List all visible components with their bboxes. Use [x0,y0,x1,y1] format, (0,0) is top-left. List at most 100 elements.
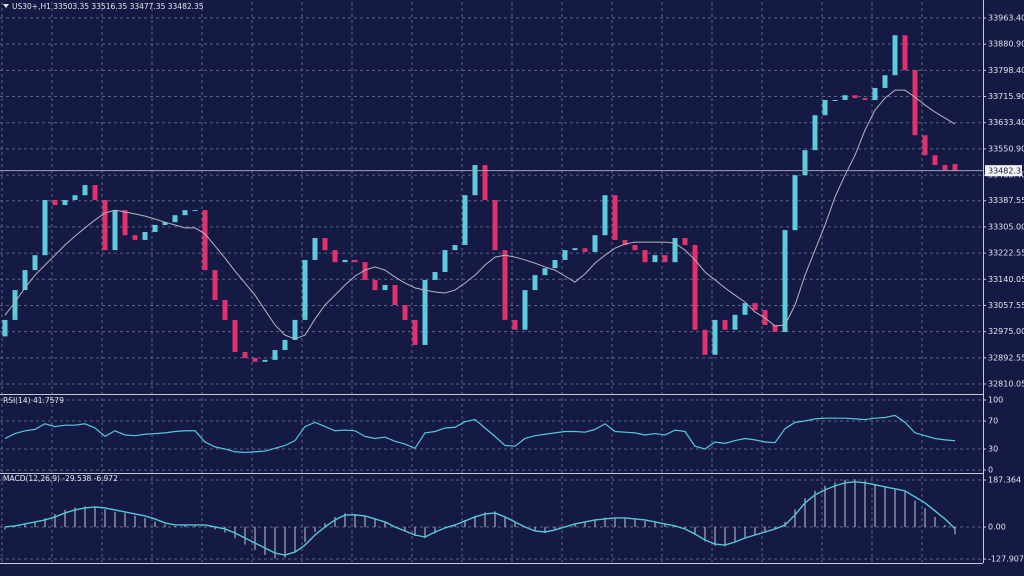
candle-body [312,238,318,260]
candle-body [572,248,578,251]
y-tick-label: 33140.05 [988,275,1024,284]
candle-body [102,199,108,251]
candle-body [442,250,448,272]
candle-body [2,319,8,337]
candle-body [42,199,48,256]
candle-body [652,255,658,263]
candle-body [372,279,378,291]
candle-body [502,250,508,320]
candle-body [302,259,308,320]
candle-body [842,95,848,100]
symbol-marker [3,4,9,8]
candle-body [912,70,918,136]
marks [0,35,983,559]
y-tick-label: 32892.55 [988,353,1024,362]
candle-body [362,262,368,280]
labels: 33963.40 33880.90 33798.40 33715.90 33633.40… [3,2,1024,564]
candle-body [642,250,648,263]
candle-body [72,195,78,200]
candle-body [452,245,458,251]
candle-body [292,319,298,340]
y-tick-label: 33222.55 [988,249,1024,258]
y-tick-label: -127.907 [988,555,1024,564]
candle-body [352,259,358,263]
candle-body [32,255,38,271]
candle-body [802,150,808,176]
candle-body [592,235,598,253]
candle-body [562,250,568,260]
candle-body [252,357,258,362]
candle-body [432,271,438,280]
candle-body [342,259,348,263]
candle-body [12,290,18,320]
candle-body [882,75,888,88]
y-tick-label: 100 [988,395,1003,404]
pane-title: RSI(14) 41.7579 [3,396,64,405]
candle-body [902,35,908,71]
pane-title: MACD(12,26,9) -29.538 -6.972 [3,474,118,483]
candle-body [602,195,608,236]
candle-body [702,329,708,355]
candle-body [792,175,798,231]
candle-body [392,285,398,306]
candle-body [92,185,98,200]
candle-body [62,199,68,206]
candle-body [122,210,128,236]
candle-body [522,290,528,330]
candle-body [172,215,178,223]
y-tick-label: 0.00 [988,522,1006,531]
candle-body [472,165,478,196]
candle-body [82,185,88,196]
candle-body [892,35,898,76]
y-tick-label: 33880.90 [988,40,1024,49]
candle-body [712,319,718,355]
rsi-line [4,414,956,454]
candle-body [582,248,588,253]
candle-body [682,238,688,246]
candle-body [822,99,828,116]
candle-body [272,350,278,360]
candle-body [542,268,548,276]
candle-body [202,210,208,271]
y-tick-label: 30 [988,444,998,453]
candle-body [872,87,878,100]
y-tick-label: 33305.00 [988,222,1024,231]
y-tick-label: 33057.55 [988,301,1024,310]
candle-body [192,210,198,212]
candle-body [722,319,728,330]
candle-body [412,319,418,345]
candle-body [552,259,558,269]
candle-body [182,210,188,216]
y-tick-label: 33633.40 [988,118,1024,127]
y-tick-label: 32810.05 [988,380,1024,389]
last-price-label: 33482.35 [988,167,1024,176]
candle-body [382,285,388,291]
candle-body [922,135,928,156]
candle-body [672,238,678,263]
candle-body [942,165,948,171]
grid [0,2,986,562]
candle-body [242,351,248,358]
candle-body [232,319,238,352]
candle-body [322,238,328,251]
candle-body [152,225,158,233]
y-tick-label: 33963.40 [988,13,1024,22]
y-tick-label: 33798.40 [988,66,1024,75]
candle-body [52,199,58,206]
candle-body [852,95,858,99]
candle-body [282,339,288,351]
candle-body [782,230,788,332]
y-tick-label: 32975.00 [988,327,1024,336]
y-tick-label: 187.364 [988,476,1021,485]
candle-body [932,155,938,166]
candle-body [262,359,268,362]
candle-body [142,232,148,240]
candle-body [222,299,228,320]
candle-body [812,115,818,151]
y-tick-label: 70 [988,416,998,425]
candle-body [492,199,498,251]
candle-body [482,165,488,200]
candle-body [832,99,838,101]
y-tick-label: 33387.55 [988,196,1024,205]
